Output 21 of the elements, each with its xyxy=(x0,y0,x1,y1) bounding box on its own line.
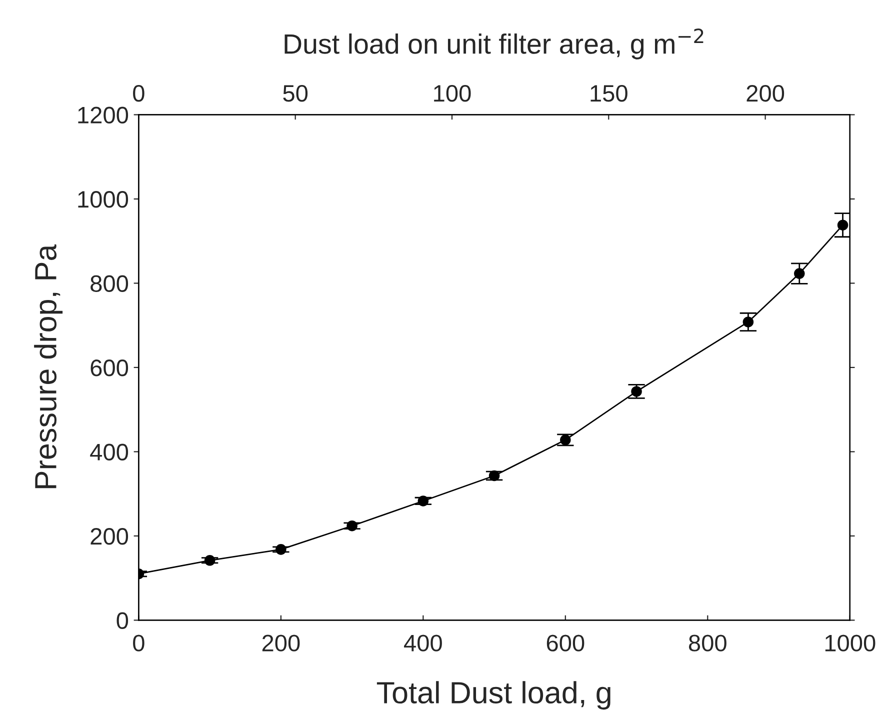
x2-tick-label: 50 xyxy=(283,85,308,102)
x2-tick-label: 100 xyxy=(434,85,471,102)
y-axis-title: Pressure drop, Pa xyxy=(34,244,63,488)
y-tick-label: 1000 xyxy=(78,191,128,208)
y-tick-label: 1200 xyxy=(78,106,128,124)
x-tick-label: 0 xyxy=(133,634,144,652)
y-tick-label: 0 xyxy=(116,612,128,629)
x2-axis-title: Dust load on unit filter area, g m$^{−2}$ xyxy=(284,28,704,60)
x-tick-label: 1000 xyxy=(825,634,876,652)
y-tick-label: 800 xyxy=(90,275,128,292)
y-tick-label: 400 xyxy=(90,444,128,460)
x2-tick-label: 150 xyxy=(590,85,628,102)
x-tick-label: 800 xyxy=(688,634,726,652)
x-tick-label: 600 xyxy=(546,634,584,652)
y-tick-label: 200 xyxy=(90,528,128,545)
x-tick-label: 400 xyxy=(404,634,442,652)
x2-tick-label: 0 xyxy=(133,85,144,102)
x-axis-title: Total Dust load, g xyxy=(376,681,610,710)
x-tick-label: 200 xyxy=(262,634,300,652)
x2-tick-label: 200 xyxy=(746,85,784,102)
y-tick-label: 600 xyxy=(90,360,128,376)
